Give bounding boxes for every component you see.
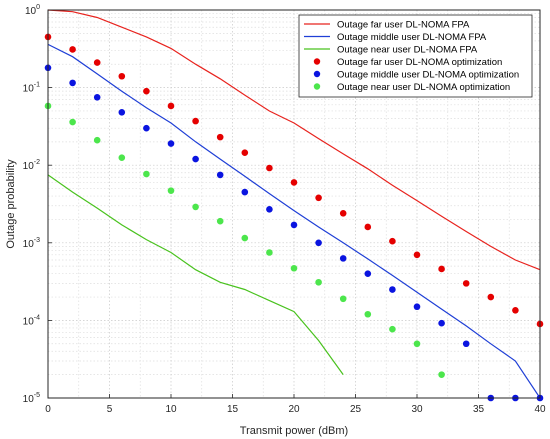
data-point	[290, 221, 298, 229]
y-tick-label: 10-3	[23, 237, 40, 250]
data-point	[364, 223, 372, 231]
data-point	[364, 270, 372, 277]
data-point	[339, 209, 347, 217]
data-point	[389, 325, 396, 333]
series-4	[44, 33, 544, 328]
x-tick-label: 25	[350, 404, 362, 415]
legend-label: Outage near user DL-NOMA optimization	[337, 82, 510, 93]
y-axis-label: Outage probability	[5, 159, 17, 249]
data-point	[339, 255, 347, 262]
x-tick-label: 40	[534, 404, 546, 415]
y-tick-labels: 100 10-1 10-2 10-3 10-4 10-5	[23, 4, 52, 405]
series-2	[47, 43, 541, 399]
legend-item: Outage near user DL-NOMA optimization	[313, 82, 510, 93]
data-point	[389, 237, 396, 245]
data-point	[167, 187, 175, 194]
x-axis-label: Transmit power (dBm)	[240, 425, 348, 437]
data-point	[290, 179, 298, 186]
y-tick-label: 10-2	[23, 159, 40, 172]
legend-item: Outage far user DL-NOMA optimization	[313, 57, 502, 68]
data-point	[167, 102, 175, 110]
y-tick-label: 10-5	[23, 392, 40, 405]
y-tick-label: 10-1	[23, 82, 40, 95]
data-point	[315, 239, 322, 247]
data-point	[364, 310, 372, 318]
data-point	[167, 140, 175, 147]
x-tick-labels: 0 5 10 15 20 25 30 35 40	[45, 394, 546, 415]
data-point	[69, 79, 76, 87]
series-line	[47, 43, 541, 399]
data-point	[438, 265, 445, 273]
data-point	[69, 46, 76, 53]
x-tick-label: 15	[227, 404, 239, 415]
data-point	[93, 59, 101, 66]
data-point	[216, 133, 224, 141]
x-tick-label: 20	[288, 404, 300, 415]
series-1	[47, 9, 541, 271]
x-tick-label: 30	[411, 404, 423, 415]
data-point	[266, 164, 273, 172]
data-point	[413, 340, 421, 348]
legend-marker-swatch	[313, 83, 321, 90]
legend-item: Outage middle user DL-NOMA FPA	[304, 32, 487, 43]
data-point	[462, 340, 470, 348]
y-tick-label: 100	[25, 4, 40, 17]
series-line	[47, 174, 344, 375]
data-point	[487, 293, 495, 301]
data-point	[462, 280, 470, 287]
legend-label: Outage far user DL-NOMA FPA	[337, 20, 470, 31]
data-point	[69, 118, 76, 126]
x-tick-label: 0	[45, 404, 51, 415]
y-tick-label: 10-4	[23, 314, 40, 327]
data-point	[241, 149, 249, 156]
data-point	[192, 117, 199, 125]
data-point	[413, 251, 421, 259]
data-point	[339, 295, 347, 303]
data-point	[93, 93, 101, 101]
series-6	[44, 102, 445, 378]
data-point	[438, 371, 445, 378]
data-point	[266, 249, 273, 256]
legend-label: Outage far user DL-NOMA optimization	[337, 57, 502, 68]
data-point	[266, 206, 273, 213]
data-point	[118, 72, 126, 80]
legend-marker-swatch	[313, 70, 321, 78]
x-tick-label: 5	[107, 404, 113, 415]
legend-item: Outage far user DL-NOMA FPA	[304, 20, 470, 31]
data-point	[315, 194, 322, 202]
data-point	[315, 278, 322, 286]
data-point	[192, 203, 199, 211]
data-point	[143, 124, 150, 132]
data-point	[143, 170, 150, 178]
data-point	[241, 188, 249, 196]
legend-label: Outage middle user DL-NOMA FPA	[337, 32, 487, 43]
data-point	[216, 217, 224, 225]
data-point	[143, 87, 150, 95]
data-point	[413, 303, 421, 311]
data-point	[192, 155, 199, 163]
data-point	[118, 109, 126, 116]
legend-label: Outage near user DL-NOMA FPA	[337, 45, 478, 56]
data-point	[290, 264, 298, 272]
data-point	[389, 286, 396, 293]
data-point	[241, 234, 249, 242]
series-line	[47, 9, 541, 271]
series-3	[47, 174, 344, 375]
legend-label: Outage middle user DL-NOMA optimization	[337, 70, 519, 81]
legend-item: Outage middle user DL-NOMA optimization	[313, 70, 519, 81]
series-layer	[44, 9, 544, 402]
data-point	[512, 306, 519, 314]
data-point	[93, 136, 101, 144]
legend-box	[298, 14, 533, 98]
data-point	[118, 154, 126, 161]
legend-item: Outage near user DL-NOMA FPA	[304, 45, 478, 56]
data-point	[438, 319, 445, 327]
x-tick-label: 10	[165, 404, 177, 415]
legend-marker-swatch	[313, 58, 321, 65]
x-tick-label: 35	[473, 404, 485, 415]
data-point	[216, 171, 224, 179]
